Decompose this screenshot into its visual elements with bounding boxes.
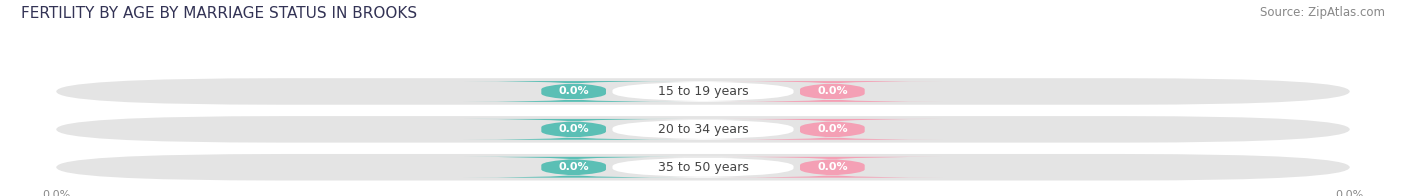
Text: 0.0%: 0.0% [558, 86, 589, 96]
FancyBboxPatch shape [464, 81, 683, 102]
FancyBboxPatch shape [464, 157, 683, 178]
FancyBboxPatch shape [613, 119, 793, 140]
Text: FERTILITY BY AGE BY MARRIAGE STATUS IN BROOKS: FERTILITY BY AGE BY MARRIAGE STATUS IN B… [21, 6, 418, 21]
Text: 20 to 34 years: 20 to 34 years [658, 123, 748, 136]
FancyBboxPatch shape [464, 119, 683, 140]
FancyBboxPatch shape [613, 157, 793, 178]
Text: 0.0%: 0.0% [558, 124, 589, 134]
Text: 0.0%: 0.0% [558, 162, 589, 172]
FancyBboxPatch shape [56, 154, 1350, 181]
Text: Source: ZipAtlas.com: Source: ZipAtlas.com [1260, 6, 1385, 19]
Text: 35 to 50 years: 35 to 50 years [658, 161, 748, 174]
Text: 0.0%: 0.0% [817, 124, 848, 134]
FancyBboxPatch shape [723, 81, 942, 102]
Text: 15 to 19 years: 15 to 19 years [658, 85, 748, 98]
FancyBboxPatch shape [723, 157, 942, 178]
Text: 0.0%: 0.0% [817, 86, 848, 96]
FancyBboxPatch shape [56, 78, 1350, 105]
FancyBboxPatch shape [723, 119, 942, 140]
Text: 0.0%: 0.0% [817, 162, 848, 172]
FancyBboxPatch shape [613, 81, 793, 102]
FancyBboxPatch shape [56, 116, 1350, 143]
